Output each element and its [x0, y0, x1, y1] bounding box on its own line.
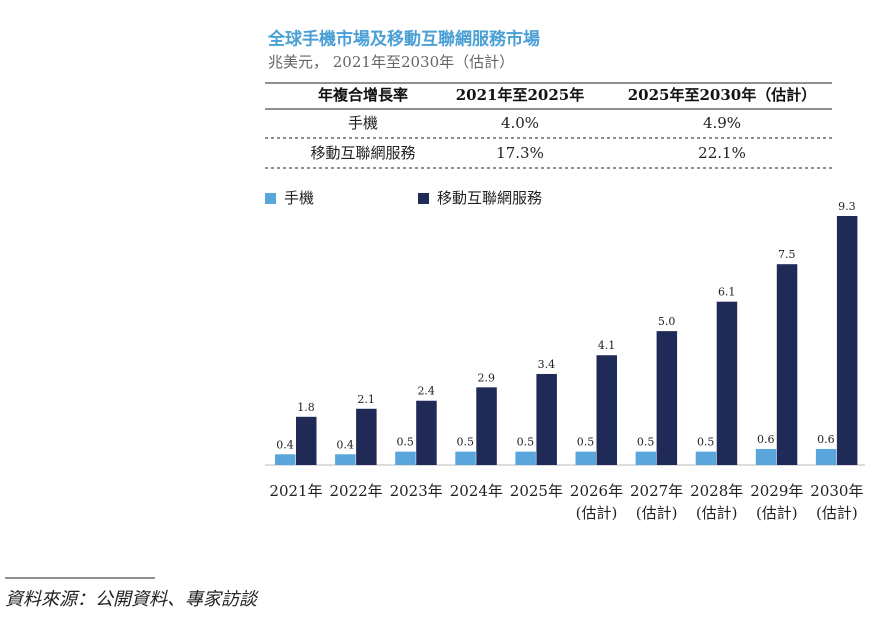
table-cell: 22.1% [698, 144, 746, 162]
data-label: 3.4 [538, 358, 556, 371]
chart-subtitle: 兆美元， 2021年至2030年（估計） [268, 53, 514, 71]
data-label: 0.5 [577, 436, 595, 449]
data-label: 2.4 [417, 385, 435, 398]
bar [695, 451, 717, 465]
bar [815, 448, 837, 465]
x-tick-label: 2022年 [329, 482, 383, 500]
data-label: 0.5 [457, 436, 475, 449]
data-label: 2.9 [478, 371, 496, 384]
x-tick-label: 2028年 (估計) [690, 482, 744, 522]
data-label: 0.5 [697, 436, 715, 449]
data-label: 0.4 [276, 438, 294, 451]
x-tick-label: 2027年 (估計) [630, 482, 684, 522]
table-cell: 4.9% [703, 114, 741, 132]
x-tick-label: 2029年 (估計) [750, 482, 804, 522]
legend-label: 手機 [284, 189, 314, 207]
legend-label: 移動互聯網服務 [437, 189, 542, 207]
table-cell: 4.0% [501, 114, 539, 132]
legend-swatch [418, 193, 429, 204]
legend-swatch [265, 193, 276, 204]
bar [656, 331, 678, 465]
bar [395, 451, 416, 465]
x-tick-label: 2023年 [389, 482, 443, 500]
data-label: 0.6 [817, 433, 835, 446]
x-tick-label: 2030年 (估計) [810, 482, 864, 522]
bar [296, 416, 317, 465]
bar [716, 301, 738, 465]
data-label: 0.5 [637, 436, 655, 449]
x-tick-label: 2025年 [509, 482, 563, 500]
bar [275, 454, 296, 465]
table-cell: 手機 [348, 114, 378, 132]
x-tick-label: 2021年 [269, 482, 323, 500]
data-label: 6.1 [718, 286, 736, 299]
data-label: 1.8 [297, 401, 315, 414]
data-label: 5.0 [658, 315, 676, 328]
bar [455, 451, 476, 465]
bar [635, 451, 657, 465]
table-header: 2025年至2030年（估計） [628, 86, 817, 104]
data-label: 2.1 [357, 393, 375, 406]
data-label: 0.5 [396, 436, 414, 449]
chart-title: 全球手機市場及移動互聯網服務市場 [267, 29, 540, 50]
data-label: 0.4 [336, 438, 354, 451]
table-cell: 17.3% [496, 144, 544, 162]
table-header: 年複合增長率 [318, 86, 408, 104]
bar [776, 264, 798, 465]
bar [416, 400, 437, 465]
bar [515, 451, 536, 465]
data-label: 0.6 [757, 433, 775, 446]
data-label: 7.5 [778, 248, 796, 261]
bar [536, 373, 557, 465]
table-cell: 移動互聯網服務 [310, 144, 415, 162]
data-label: 0.5 [517, 436, 535, 449]
bar [476, 387, 497, 465]
bar [836, 216, 858, 465]
bar [335, 454, 356, 465]
data-label: 9.3 [838, 200, 856, 213]
data-label: 4.1 [598, 339, 616, 352]
bar [755, 448, 777, 465]
x-tick-label: 2026年 (估計) [569, 482, 624, 522]
x-tick-label: 2024年 [449, 482, 503, 500]
table-header: 2021年至2025年 [456, 86, 585, 104]
bar [575, 451, 596, 465]
bar [356, 408, 377, 465]
bar [596, 355, 617, 465]
source: 資料來源：公開資料、專家訪談 [5, 589, 259, 610]
